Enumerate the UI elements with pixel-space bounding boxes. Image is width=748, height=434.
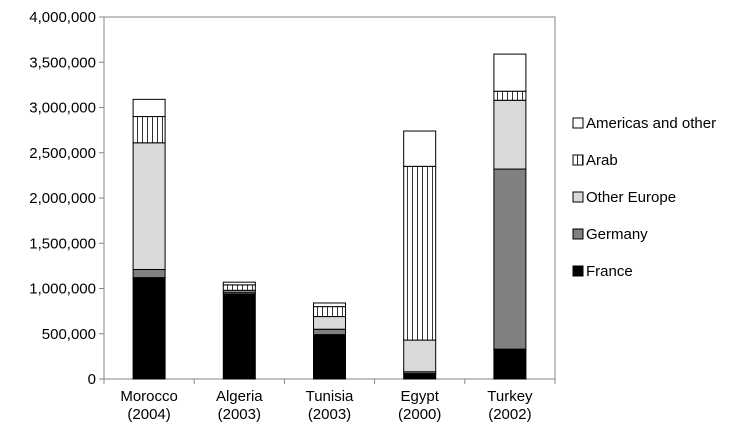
bar-segment-germany <box>493 168 527 350</box>
bar-segment-other-europe <box>493 99 527 170</box>
legend-label: Other Europe <box>586 189 676 206</box>
bar-segment-france <box>222 293 256 380</box>
bar-segment-germany <box>132 268 166 279</box>
bar-segment-arab <box>313 306 346 318</box>
legend-swatch <box>572 228 584 240</box>
bar-segment-arab <box>222 284 256 291</box>
bar-segment-arab <box>493 90 527 101</box>
x-category-label: Morocco (2004) <box>120 388 178 423</box>
axes: 0 500,000 1,000,000 1,500,000 2,000,000 2,500… <box>29 9 556 388</box>
legend-label: Germany <box>586 226 648 243</box>
bar-segment-americas-and-other <box>403 130 437 167</box>
legend-swatch <box>572 154 584 166</box>
x-category-label: Algeria (2003) <box>216 388 263 423</box>
x-category-label: Tunisia (2003) <box>306 388 354 423</box>
bar-segment-arab <box>403 165 437 341</box>
legend-swatch <box>572 265 584 277</box>
bar-segment-france <box>493 348 527 380</box>
legend-label: France <box>586 263 633 280</box>
legend-swatch <box>572 117 584 129</box>
bar-segment-arab <box>132 116 166 144</box>
legend-label: Arab <box>586 152 618 169</box>
bar-segment-americas-and-other <box>222 281 256 286</box>
y-tick-label: 1,500,000 <box>29 235 96 252</box>
y-tick-label: 3,000,000 <box>29 100 96 117</box>
legend-swatch <box>572 191 584 203</box>
bars <box>132 53 527 380</box>
bar-segment-france <box>132 277 166 380</box>
y-tick-label: 0 <box>88 371 96 388</box>
y-tick-label: 4,000,000 <box>29 9 96 26</box>
bar-segment-other-europe <box>403 339 437 373</box>
x-axis-labels: Morocco (2004) Algeria (2003) Tunisia (2003) E… <box>120 388 533 423</box>
y-tick-label: 1,000,000 <box>29 281 96 298</box>
bar-segment-americas-and-other <box>493 53 527 92</box>
x-category-label: Turkey (2002) <box>487 388 533 423</box>
y-tick-label: 2,000,000 <box>29 190 96 207</box>
bar-segment-other-europe <box>132 142 166 270</box>
bar-segment-france <box>313 334 346 380</box>
legend-label: Americas and other <box>586 115 716 132</box>
bar-segment-americas-and-other <box>132 98 166 118</box>
y-tick-label: 3,500,000 <box>29 54 96 71</box>
bar-segment-germany <box>313 328 346 336</box>
y-tick-label: 2,500,000 <box>29 145 96 162</box>
x-category-label: Egypt (2000) <box>398 388 441 423</box>
bar-segment-france <box>403 373 437 380</box>
bar-segment-other-europe <box>313 316 346 330</box>
y-tick-label: 500,000 <box>42 326 96 343</box>
bar-segment-americas-and-other <box>313 302 346 308</box>
legend: Americas and other Arab Other Europe German… <box>572 115 716 280</box>
